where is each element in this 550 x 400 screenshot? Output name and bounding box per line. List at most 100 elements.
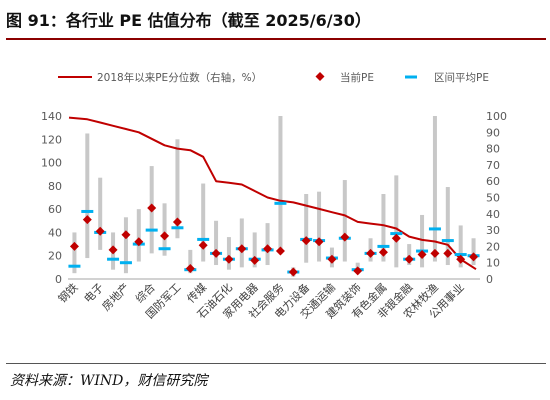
- right-axis: 0 10 20 30 40 50 60 70 80 90 100: [486, 110, 507, 286]
- pe-range-bar: [432, 116, 437, 262]
- avg-pe-marker: [390, 232, 403, 236]
- pe-range-bar: [188, 249, 193, 274]
- current-pe-marker: [198, 240, 208, 250]
- pe-range-bar: [278, 116, 283, 254]
- current-pe-marker: [366, 248, 376, 258]
- right-axis-tick-label: 30: [486, 224, 500, 237]
- right-axis-tick-label: 100: [486, 110, 507, 123]
- current-pe-marker: [147, 203, 157, 213]
- pe-range-bar: [304, 194, 309, 263]
- pe-range-bar: [471, 238, 476, 266]
- pe-range-bar: [214, 220, 219, 266]
- current-pe-marker: [134, 237, 144, 247]
- current-pe-marker: [95, 226, 105, 236]
- current-pe-marker: [353, 266, 363, 276]
- pe-range-bar: [162, 203, 167, 256]
- pe-range-bar: [458, 225, 463, 268]
- current-pe-marker: [160, 231, 170, 241]
- legend-line-label: 2018年以来PE分位数（右轴，%）: [97, 71, 262, 84]
- current-pe-marker: [263, 244, 273, 254]
- current-pe-marker: [314, 237, 324, 247]
- current-pe-marker: [456, 254, 466, 264]
- x-axis-label: 房地产: [99, 280, 132, 313]
- left-axis-tick-label: 100: [41, 157, 62, 170]
- current-pe-marker: [82, 215, 92, 225]
- pe-range-bar: [420, 214, 425, 268]
- avg-pe-marker: [274, 201, 287, 205]
- pe-range-bar: [407, 244, 412, 266]
- current-pe-marker: [443, 248, 453, 258]
- left-axis-tick-label: 140: [41, 110, 62, 123]
- source-rule: [6, 363, 546, 364]
- right-axis-tick-label: 20: [486, 240, 500, 253]
- pe-range-bar: [72, 232, 77, 274]
- current-pe-marker: [391, 233, 401, 243]
- avg-pe-marker: [158, 247, 171, 251]
- avg-pe-marker: [377, 244, 390, 248]
- title-rule: [6, 38, 546, 40]
- avg-pe-marker: [107, 257, 120, 261]
- pe-range-bar: [175, 139, 180, 239]
- right-axis-tick-label: 40: [486, 208, 500, 221]
- current-pe-marker: [211, 248, 221, 258]
- pe-range-bar: [201, 183, 206, 262]
- avg-pe-marker: [197, 237, 210, 241]
- current-pe-marker: [301, 236, 311, 246]
- pe-range-bar: [123, 217, 128, 274]
- left-axis: 0 20 40 60 80 100 120 140: [41, 110, 62, 286]
- left-axis-tick-label: 60: [48, 203, 62, 216]
- left-axis-tick-label: 20: [48, 250, 62, 263]
- right-axis-tick-label: 60: [486, 175, 500, 188]
- current-pe-markers: [69, 203, 479, 277]
- right-axis-tick-label: 90: [486, 126, 500, 139]
- legend-avg-label: 区间平均PE: [434, 71, 489, 84]
- current-pe-marker: [250, 255, 260, 265]
- current-pe-marker: [404, 254, 414, 264]
- percentile-line: [68, 116, 477, 271]
- current-pe-marker: [288, 267, 298, 277]
- pe-range-bar: [226, 237, 231, 270]
- pe-range-bar: [136, 209, 141, 262]
- pe-range-bar: [98, 177, 103, 250]
- current-pe-marker: [108, 245, 118, 255]
- legend-current-label: 当前PE: [340, 71, 374, 84]
- figure-title: 图 91：各行业 PE 估值分布（截至 2025/6/30）: [6, 11, 371, 30]
- avg-pe-marker: [171, 226, 184, 230]
- left-axis-tick-label: 40: [48, 226, 62, 239]
- current-pe-marker: [378, 247, 388, 257]
- source-note: 资料来源：WIND，财信研究院: [10, 373, 208, 389]
- pe-range-bar: [381, 194, 386, 262]
- avg-pe-marker: [428, 227, 441, 231]
- current-pe-marker: [172, 217, 182, 227]
- current-pe-marker: [69, 241, 79, 251]
- pe-range-bar: [445, 187, 450, 266]
- pe-range-bar: [252, 232, 257, 268]
- avg-pe-marker: [441, 239, 454, 243]
- current-pe-marker: [417, 250, 427, 260]
- avg-pe-marker: [454, 253, 467, 257]
- pe-range-bar: [342, 180, 347, 262]
- right-axis-tick-label: 80: [486, 143, 500, 156]
- left-axis-tick-label: 0: [55, 273, 62, 286]
- current-pe-marker: [185, 264, 195, 274]
- avg-pe-markers: [68, 201, 480, 274]
- left-axis-tick-label: 80: [48, 180, 62, 193]
- pe-range-bar: [85, 133, 90, 259]
- legend: 2018年以来PE分位数（右轴，%） 当前PE 区间平均PE: [58, 71, 489, 84]
- right-axis-tick-label: 10: [486, 257, 500, 270]
- pe-range-bar: [265, 223, 270, 266]
- right-axis-tick-label: 50: [486, 192, 500, 205]
- current-pe-marker: [340, 232, 350, 242]
- avg-pe-marker: [68, 264, 81, 268]
- right-axis-tick-label: 0: [486, 273, 493, 286]
- current-pe-marker: [224, 254, 234, 264]
- right-axis-tick-label: 70: [486, 159, 500, 172]
- current-pe-marker: [469, 252, 479, 262]
- legend-current-swatch: [315, 72, 325, 81]
- pe-range-bar: [239, 218, 244, 268]
- current-pe-marker: [327, 254, 337, 264]
- current-pe-marker: [430, 248, 440, 258]
- pe-range-bar: [317, 191, 322, 262]
